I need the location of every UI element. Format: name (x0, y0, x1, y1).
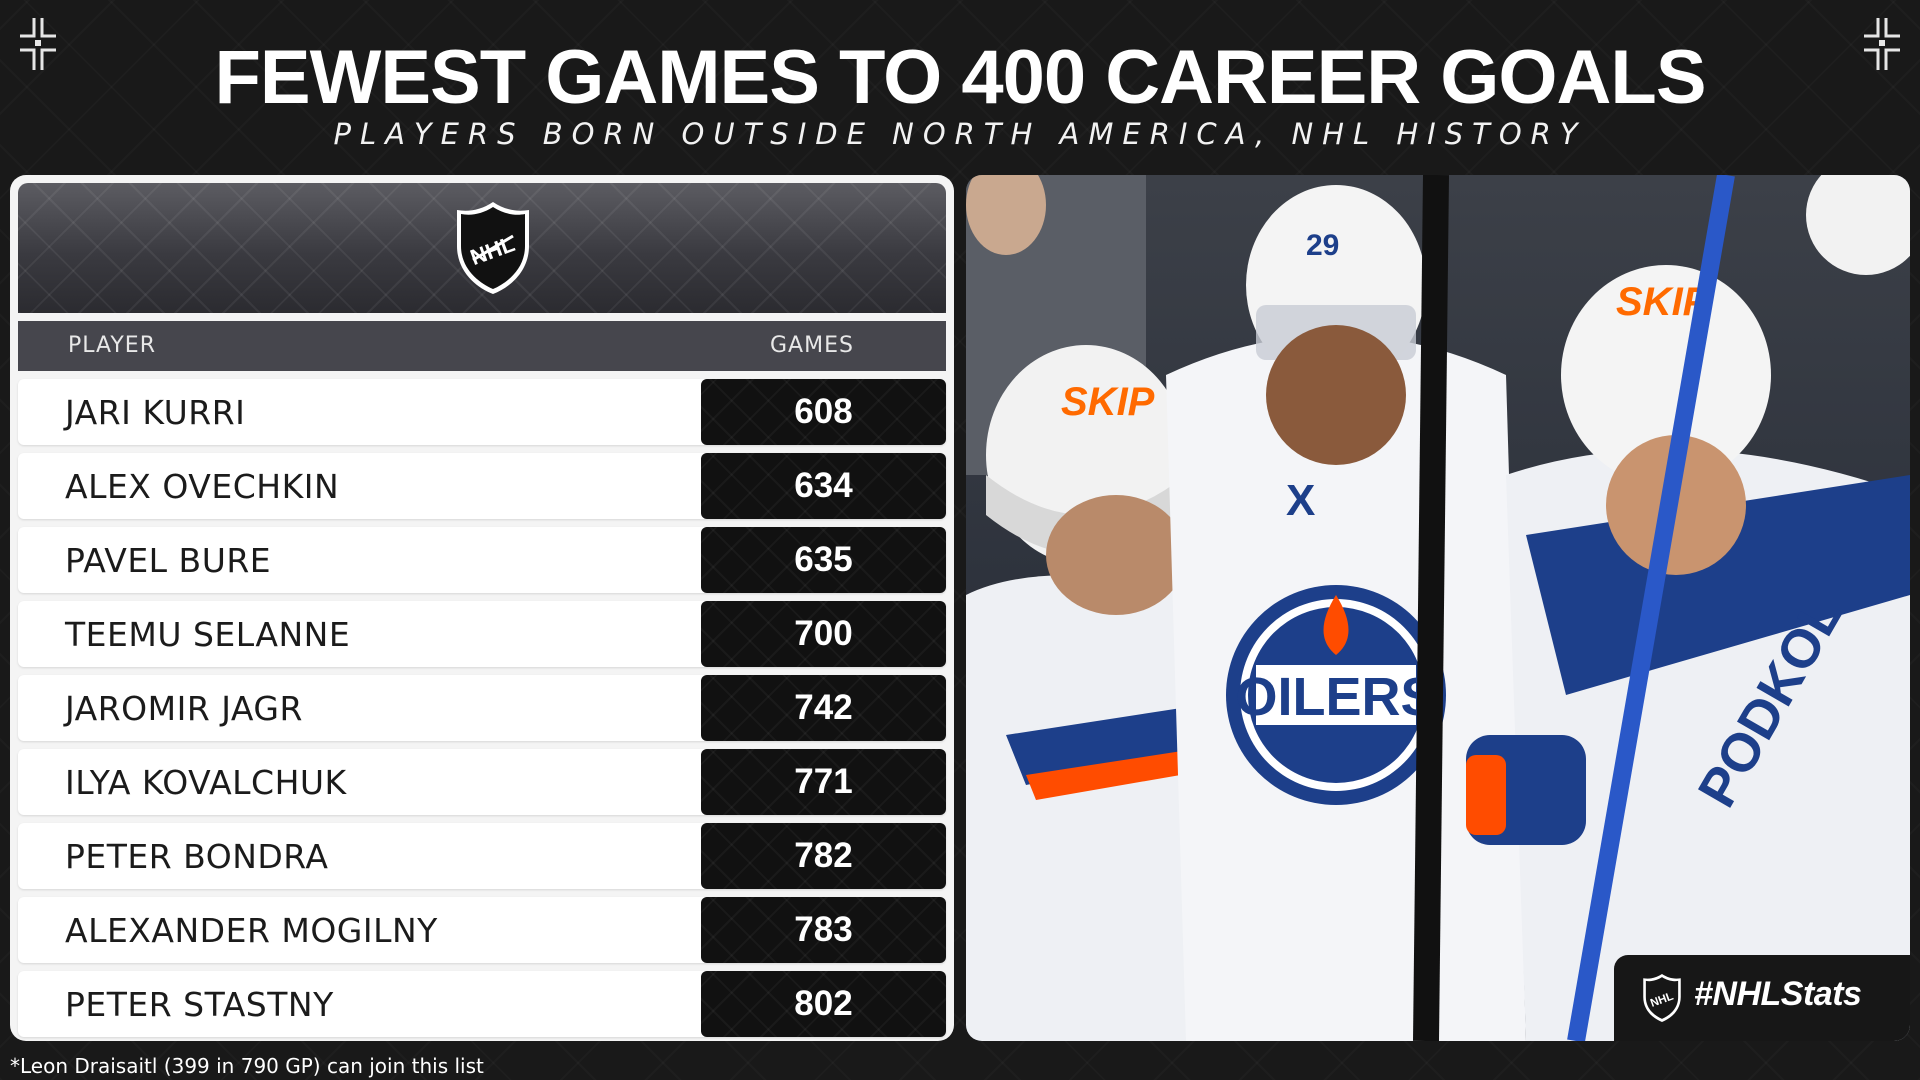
chart-title: FEWEST GAMES TO 400 CAREER GOALS (214, 35, 1706, 120)
table-header: PLAYER GAMES (18, 321, 946, 371)
column-header-player: PLAYER (68, 333, 156, 358)
player-name: PETER BONDRA (65, 837, 329, 876)
player-name: ALEXANDER MOGILNY (65, 911, 438, 950)
games-value: 742 (701, 675, 946, 741)
table-row: ALEXANDER MOGILNY 783 (18, 897, 946, 963)
player-name: PAVEL BURE (65, 541, 272, 580)
player-name: ILYA KOVALCHUK (65, 763, 347, 802)
svg-text:X: X (1286, 476, 1315, 525)
nhlstats-badge: NHL #NHLStats (1614, 955, 1910, 1041)
player-name: JARI KURRI (65, 393, 246, 432)
svg-text:29: 29 (1306, 229, 1339, 262)
corner-crosshair-icon (1862, 16, 1902, 72)
player-name: PETER STASTNY (65, 985, 334, 1024)
nhl-logo-icon: NHL (457, 202, 529, 294)
games-value: 635 (701, 527, 946, 593)
player-name: TEEMU SELANNE (65, 615, 351, 654)
table-row: PAVEL BURE 635 (18, 527, 946, 593)
table-rows: JARI KURRI 608 ALEX OVECHKIN 634 PAVEL BURE 6… (18, 379, 946, 1037)
footnote: *Leon Draisaitl (399 in 790 GP) can join… (10, 1054, 484, 1078)
stats-table: NHL PLAYER GAMES JARI KURRI 608 ALEX OVECH… (10, 175, 954, 1041)
table-row: JAROMIR JAGR 742 (18, 675, 946, 741)
table-row: ALEX OVECHKIN 634 (18, 453, 946, 519)
table-banner: NHL (18, 183, 946, 313)
chart-subtitle: PLAYERS BORN OUTSIDE NORTH AMERICA, NHL … (333, 117, 1587, 151)
games-value: 700 (701, 601, 946, 667)
nhl-logo-icon: NHL (1643, 974, 1681, 1022)
table-row: ILYA KOVALCHUK 771 (18, 749, 946, 815)
games-value: 782 (701, 823, 946, 889)
corner-crosshair-icon (18, 16, 58, 72)
column-header-games: GAMES (770, 333, 854, 358)
games-value: 802 (701, 971, 946, 1037)
hashtag-label: #NHLStats (1694, 975, 1862, 1013)
table-row: TEEMU SELANNE 700 (18, 601, 946, 667)
games-value: 771 (701, 749, 946, 815)
games-value: 608 (701, 379, 946, 445)
table-row: PETER BONDRA 782 (18, 823, 946, 889)
table-row: PETER STASTNY 802 (18, 971, 946, 1037)
games-value: 634 (701, 453, 946, 519)
oilers-celebration-photo: SKIP 29 OILERS X SKIP PODKOL (966, 175, 1910, 1041)
svg-text:OILERS: OILERS (1235, 667, 1436, 727)
player-name: JAROMIR JAGR (65, 689, 303, 728)
svg-text:SKIP: SKIP (1061, 380, 1155, 424)
player-name: ALEX OVECHKIN (65, 467, 340, 506)
games-value: 783 (701, 897, 946, 963)
table-row: JARI KURRI 608 (18, 379, 946, 445)
